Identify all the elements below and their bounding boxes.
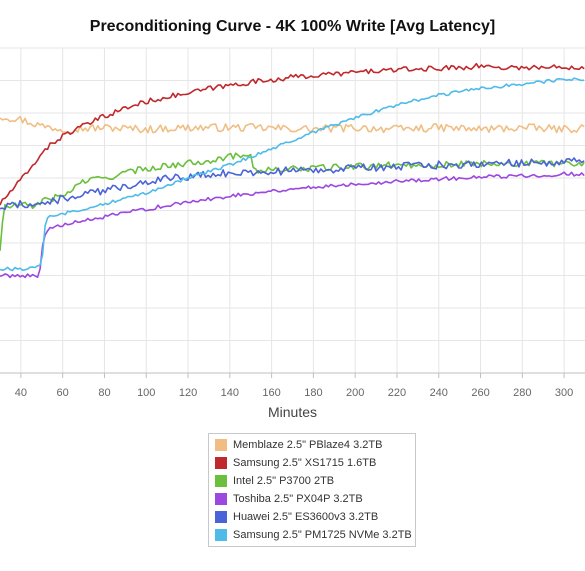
legend-swatch xyxy=(215,457,227,469)
x-tick-label: 60 xyxy=(57,387,69,399)
legend-label: Huawei 2.5" ES3600v3 3.2TB xyxy=(233,511,379,523)
legend-item[interactable]: Intel 2.5" P3700 2TB xyxy=(209,472,415,490)
series-line-1 xyxy=(0,115,585,134)
x-tick-label: 200 xyxy=(346,387,364,399)
chart-title: Preconditioning Curve - 4K 100% Write [A… xyxy=(89,18,496,35)
x-tick-labels: 40 60 80 100 120 140 160 180 200 220 240 260 280 300 xyxy=(15,373,573,399)
legend-swatch xyxy=(215,439,227,451)
series-line-6 xyxy=(0,77,585,272)
series-line-5 xyxy=(0,157,585,211)
legend-item[interactable]: Huawei 2.5" ES3600v3 3.2TB xyxy=(209,508,415,526)
legend-item[interactable]: Memblaze 2.5" PBlaze4 3.2TB xyxy=(209,436,415,454)
series-line-3 xyxy=(0,152,585,251)
x-tick-label: 140 xyxy=(221,387,239,399)
x-tick-label: 300 xyxy=(555,387,573,399)
legend: Memblaze 2.5" PBlaze4 3.2TB Samsung 2.5" … xyxy=(208,433,416,547)
series-line-2 xyxy=(0,62,585,206)
legend-item[interactable]: Toshiba 2.5" PX04P 3.2TB xyxy=(209,490,415,508)
legend-label: Samsung 2.5" XS1715 1.6TB xyxy=(233,457,377,469)
legend-label: Toshiba 2.5" PX04P 3.2TB xyxy=(233,493,363,505)
x-tick-label: 160 xyxy=(262,387,280,399)
x-tick-label: 220 xyxy=(388,387,406,399)
x-tick-label: 240 xyxy=(430,387,448,399)
legend-label: Memblaze 2.5" PBlaze4 3.2TB xyxy=(233,439,383,451)
legend-item[interactable]: Samsung 2.5" PM1725 NVMe 3.2TB xyxy=(209,526,415,544)
legend-swatch xyxy=(215,493,227,505)
x-tick-label: 260 xyxy=(471,387,489,399)
legend-label: Intel 2.5" P3700 2TB xyxy=(233,475,335,487)
chart-plot: 40 60 80 100 120 140 160 180 200 220 240 260 280 300 xyxy=(0,47,585,399)
legend-label: Samsung 2.5" PM1725 NVMe 3.2TB xyxy=(233,529,412,541)
x-axis-label: Minutes xyxy=(267,404,318,420)
series-line-4 xyxy=(0,171,585,279)
series-lines xyxy=(0,62,585,279)
legend-swatch xyxy=(215,529,227,541)
x-tick-label: 180 xyxy=(304,387,322,399)
grid-lines xyxy=(0,47,585,374)
x-tick-label: 120 xyxy=(179,387,197,399)
legend-swatch xyxy=(215,475,227,487)
x-tick-label: 40 xyxy=(15,387,27,399)
legend-item[interactable]: Samsung 2.5" XS1715 1.6TB xyxy=(209,454,415,472)
x-tick-label: 80 xyxy=(98,387,110,399)
legend-swatch xyxy=(215,511,227,523)
x-tick-label: 100 xyxy=(137,387,155,399)
x-tick-label: 280 xyxy=(513,387,531,399)
